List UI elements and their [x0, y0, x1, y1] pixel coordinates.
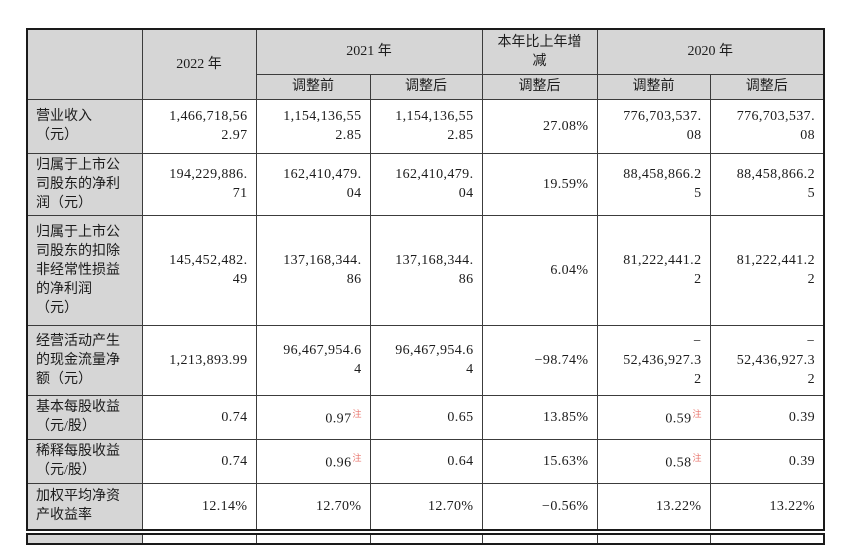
header-year-2021: 2021 年	[255, 28, 483, 75]
table-row-eps-diluted: 稀释每股收益 （元/股） 0.74 0.96注 0.64 15.63% 0.58…	[26, 438, 825, 484]
next-row-cell	[255, 533, 371, 545]
cell-roe-2021-after: 12.70%	[369, 482, 483, 531]
next-row-label-cell	[26, 533, 143, 545]
row-label-net-profit-after-deduction: 归属于上市公 司股东的扣除 非经常性损益 的净利润 （元）	[26, 214, 143, 326]
cell-cash-flow-2022: 1,213,893.99	[141, 324, 257, 396]
table-row-net-profit-after-deduction: 归属于上市公 司股东的扣除 非经常性损益 的净利润 （元） 145,452,48…	[26, 214, 825, 326]
row-label-weighted-avg-roe: 加权平均净资 产收益率	[26, 482, 143, 531]
cell-roe-2020-after: 13.22%	[709, 482, 825, 531]
row-label-revenue: 营业收入 （元）	[26, 98, 143, 154]
cell-roe-2020-before: 13.22%	[596, 482, 711, 531]
cell-roe-2021-before: 12.70%	[255, 482, 371, 531]
cell-eps-basic-2022: 0.74	[141, 394, 257, 440]
cell-net-profit-2021-after: 162,410,479. 04	[369, 152, 483, 216]
cell-cash-flow-2020-after: − 52,436,927.3 2	[709, 324, 825, 396]
cell-net-profit-2020-after: 88,458,866.2 5	[709, 152, 825, 216]
note-superscript: 注	[692, 409, 702, 420]
cell-deducted-profit-change: 6.04%	[481, 214, 598, 326]
corner-blank-cell	[26, 28, 143, 100]
cell-eps-basic-change: 13.85%	[481, 394, 598, 440]
cell-net-profit-change: 19.59%	[481, 152, 598, 216]
cell-eps-diluted-2020-before: 0.58注	[596, 438, 711, 484]
cell-cash-flow-change: −98.74%	[481, 324, 598, 396]
cell-revenue-2021-after: 1,154,136,55 2.85	[369, 98, 483, 154]
table-row-net-profit: 归属于上市公 司股东的净利 润（元） 194,229,886. 71 162,4…	[26, 152, 825, 216]
next-row-cell	[709, 533, 825, 545]
table-row-revenue: 营业收入 （元） 1,466,718,56 2.97 1,154,136,55 …	[26, 98, 825, 154]
cell-roe-2022: 12.14%	[141, 482, 257, 531]
cell-roe-change: −0.56%	[481, 482, 598, 531]
cell-cash-flow-2021-after: 96,467,954.6 4	[369, 324, 483, 396]
cell-eps-basic-2020-after: 0.39	[709, 394, 825, 440]
cell-eps-diluted-2020-after: 0.39	[709, 438, 825, 484]
cell-deducted-profit-2020-before: 81,222,441.2 2	[596, 214, 711, 326]
header-yoy-change: 本年比上年增 减	[481, 28, 598, 75]
row-label-eps-diluted: 稀释每股收益 （元/股）	[26, 438, 143, 484]
header-2021-before-adjust: 调整前	[255, 73, 371, 100]
row-label-operating-cash-flow: 经营活动产生 的现金流量净 额（元）	[26, 324, 143, 396]
next-row-cell	[141, 533, 257, 545]
cell-revenue-2020-after: 776,703,537. 08	[709, 98, 825, 154]
eps-basic-2020-before-value: 0.59	[665, 411, 692, 427]
cell-cash-flow-2020-before: − 52,436,927.3 2	[596, 324, 711, 396]
cell-eps-diluted-2021-before: 0.96注	[255, 438, 371, 484]
cell-eps-basic-2020-before: 0.59注	[596, 394, 711, 440]
cell-deducted-profit-2022: 145,452,482. 49	[141, 214, 257, 326]
table-row-weighted-avg-roe: 加权平均净资 产收益率 12.14% 12.70% 12.70% −0.56% …	[26, 482, 825, 531]
note-superscript: 注	[692, 453, 702, 464]
financial-summary-table: 2022 年 2021 年 本年比上年增 减 2020 年 调整前 调整后 调整…	[26, 28, 825, 531]
cell-eps-diluted-change: 15.63%	[481, 438, 598, 484]
cell-revenue-2022: 1,466,718,56 2.97	[141, 98, 257, 154]
note-superscript: 注	[352, 409, 362, 420]
cell-deducted-profit-2020-after: 81,222,441.2 2	[709, 214, 825, 326]
cell-revenue-2021-before: 1,154,136,55 2.85	[255, 98, 371, 154]
cell-revenue-change: 27.08%	[481, 98, 598, 154]
next-row-cell	[481, 533, 598, 545]
cell-deducted-profit-2021-before: 137,168,344. 86	[255, 214, 371, 326]
cell-deducted-profit-2021-after: 137,168,344. 86	[369, 214, 483, 326]
eps-diluted-2021-before-value: 0.96	[325, 455, 352, 471]
table-row-operating-cash-flow: 经营活动产生 的现金流量净 额（元） 1,213,893.99 96,467,9…	[26, 324, 825, 396]
eps-diluted-2020-before-value: 0.58	[665, 455, 692, 471]
cell-revenue-2020-before: 776,703,537. 08	[596, 98, 711, 154]
cell-net-profit-2022: 194,229,886. 71	[141, 152, 257, 216]
header-2021-after-adjust: 调整后	[369, 73, 483, 100]
header-change-after-adjust: 调整后	[481, 73, 598, 100]
header-2020-after-adjust: 调整后	[709, 73, 825, 100]
header-2020-before-adjust: 调整前	[596, 73, 711, 100]
cell-net-profit-2021-before: 162,410,479. 04	[255, 152, 371, 216]
next-row-cell	[369, 533, 483, 545]
table-row-eps-basic: 基本每股收益 （元/股） 0.74 0.97注 0.65 13.85% 0.59…	[26, 394, 825, 440]
next-row-cell	[596, 533, 711, 545]
row-label-net-profit: 归属于上市公 司股东的净利 润（元）	[26, 152, 143, 216]
cell-eps-basic-2021-before: 0.97注	[255, 394, 371, 440]
cell-net-profit-2020-before: 88,458,866.2 5	[596, 152, 711, 216]
financial-summary-table-wrap: 2022 年 2021 年 本年比上年增 减 2020 年 调整前 调整后 调整…	[26, 28, 825, 545]
row-label-eps-basic: 基本每股收益 （元/股）	[26, 394, 143, 440]
next-row-partial	[26, 533, 825, 545]
header-year-2022: 2022 年	[141, 28, 257, 100]
header-year-2020: 2020 年	[596, 28, 825, 75]
cell-eps-diluted-2021-after: 0.64	[369, 438, 483, 484]
cell-cash-flow-2021-before: 96,467,954.6 4	[255, 324, 371, 396]
cell-eps-basic-2021-after: 0.65	[369, 394, 483, 440]
note-superscript: 注	[352, 453, 362, 464]
cell-eps-diluted-2022: 0.74	[141, 438, 257, 484]
eps-basic-2021-before-value: 0.97	[325, 411, 352, 427]
